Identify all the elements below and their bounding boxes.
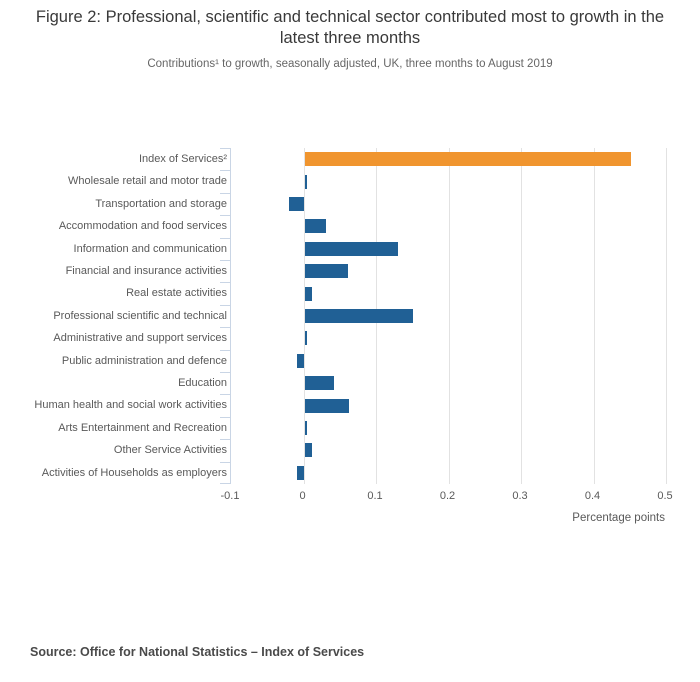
category-axis-tick bbox=[220, 148, 230, 149]
bar[interactable] bbox=[304, 376, 334, 391]
source-note: Source: Office for National Statistics –… bbox=[30, 645, 365, 659]
bar[interactable] bbox=[304, 152, 631, 167]
gridline bbox=[303, 148, 305, 484]
bar[interactable] bbox=[304, 331, 307, 346]
x-tick-label: 0.2 bbox=[439, 490, 456, 502]
category-axis-tick bbox=[220, 192, 230, 194]
category-label: Administrative and support services bbox=[53, 332, 227, 345]
x-tick-label: 0.5 bbox=[657, 490, 673, 502]
category-axis-labels: Index of Services² Wholesale retail and m… bbox=[0, 148, 228, 484]
bar[interactable] bbox=[304, 241, 399, 256]
bar-chart: Index of Services² Wholesale retail and m… bbox=[0, 148, 700, 548]
bar[interactable] bbox=[289, 197, 305, 211]
category-axis-tick bbox=[220, 170, 230, 172]
bar[interactable] bbox=[304, 421, 307, 435]
category-label: Financial and insurance activities bbox=[65, 265, 227, 277]
bar[interactable] bbox=[296, 465, 305, 480]
category-axis-tick bbox=[220, 483, 230, 484]
bar[interactable] bbox=[304, 264, 348, 279]
category-axis-tick bbox=[220, 349, 230, 351]
category-axis-tick bbox=[220, 327, 230, 329]
category-label: Transportation and storage bbox=[95, 197, 227, 210]
category-label: Index of Services² bbox=[138, 153, 227, 165]
category-label: Wholesale retail and motor trade bbox=[68, 175, 227, 188]
gridline bbox=[666, 148, 667, 484]
figure-title: Figure 2: Professional, scientific and t… bbox=[35, 8, 665, 47]
category-axis-tick bbox=[220, 237, 230, 239]
x-tick-label: -0.1 bbox=[220, 490, 240, 502]
category-axis-tick bbox=[220, 304, 230, 306]
category-label: Professional scientific and technical bbox=[53, 309, 227, 322]
gridline bbox=[593, 148, 595, 484]
figure-subtitle: Contributions¹ to growth, seasonally adj… bbox=[147, 58, 553, 70]
x-tick-label: 0 bbox=[299, 490, 306, 502]
category-label: Information and communication bbox=[73, 242, 227, 255]
bar[interactable] bbox=[304, 309, 414, 323]
bar[interactable] bbox=[304, 219, 327, 234]
bar[interactable] bbox=[304, 174, 307, 189]
category-axis-tick bbox=[220, 461, 230, 463]
category-label: Human health and social work activities bbox=[34, 399, 227, 412]
category-axis-tick bbox=[220, 372, 230, 373]
bar[interactable] bbox=[304, 286, 313, 301]
category-axis-tick bbox=[220, 215, 230, 217]
category-axis-tick bbox=[220, 282, 230, 284]
category-label: Real estate activities bbox=[126, 287, 227, 300]
x-axis-tick-labels: -0.1 0 0.1 0.2 0.3 0.4 0.5 bbox=[221, 490, 673, 504]
category-label: Arts Entertainment and Recreation bbox=[58, 421, 227, 434]
gridline bbox=[448, 148, 450, 484]
gridline bbox=[521, 148, 522, 484]
category-label: Education bbox=[178, 377, 227, 389]
category-axis-tick bbox=[220, 260, 230, 261]
category-axis-tick bbox=[220, 416, 230, 418]
category-label: Accommodation and food services bbox=[58, 220, 227, 233]
bar[interactable] bbox=[304, 398, 349, 413]
x-tick-label: 0.3 bbox=[512, 490, 528, 502]
plot-area bbox=[220, 148, 667, 484]
category-label: Other Service Activities bbox=[113, 444, 227, 457]
x-tick-label: 0.4 bbox=[584, 490, 601, 502]
category-axis-tick bbox=[220, 394, 230, 396]
category-label: Public administration and defence bbox=[61, 354, 227, 367]
bar[interactable] bbox=[296, 353, 305, 368]
x-axis-title: Percentage points bbox=[572, 512, 665, 524]
bar[interactable] bbox=[304, 443, 313, 458]
x-tick-label: 0.1 bbox=[367, 490, 383, 502]
category-axis-tick bbox=[220, 439, 230, 441]
category-label: Activities of Households as employers bbox=[41, 466, 227, 479]
